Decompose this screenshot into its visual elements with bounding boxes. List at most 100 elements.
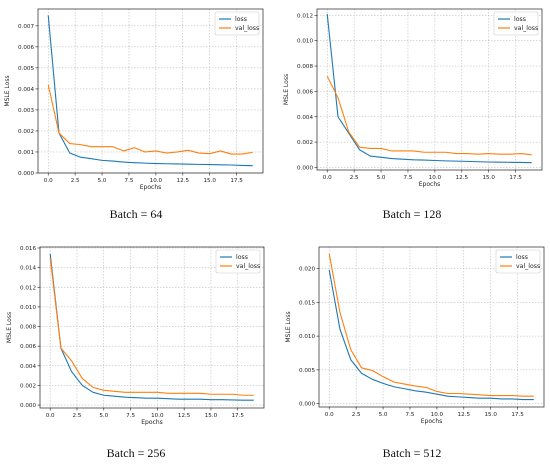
series-line-val-loss bbox=[328, 253, 534, 397]
y-tick-label: 0.012 bbox=[20, 285, 36, 291]
x-tick-label: 7.5 bbox=[125, 178, 134, 184]
x-tick-label: 5.0 bbox=[98, 178, 107, 184]
y-tick-label: 0.004 bbox=[20, 364, 36, 370]
series-line-val-loss bbox=[47, 84, 253, 155]
legend-entry-val-loss: val_loss bbox=[514, 25, 538, 32]
y-tick-label: 0.002 bbox=[18, 129, 34, 135]
y-axis-label: MSLE Loss bbox=[283, 74, 290, 105]
y-tick-label: 0.005 bbox=[18, 66, 34, 72]
x-tick-label: 17.5 bbox=[509, 175, 522, 181]
y-tick-label: 0.008 bbox=[20, 325, 36, 331]
y-tick-label: 0.002 bbox=[297, 140, 313, 146]
x-tick-label: 12.5 bbox=[458, 412, 471, 418]
y-tick-label: 0.000 bbox=[18, 171, 34, 177]
series-line-loss bbox=[47, 15, 253, 167]
x-tick-label: 10.0 bbox=[151, 413, 164, 419]
x-tick-label: 17.5 bbox=[511, 412, 524, 418]
x-tick-label: 2.5 bbox=[71, 178, 80, 184]
y-tick-label: 0.006 bbox=[18, 45, 34, 51]
x-tick-label: 12.5 bbox=[177, 178, 190, 184]
x-axis-label: Epochs bbox=[419, 181, 441, 188]
x-tick-label: 15.0 bbox=[205, 413, 218, 419]
legend-entry-val-loss: val_loss bbox=[236, 263, 260, 270]
series-line-loss bbox=[49, 253, 254, 401]
x-tick-label: 15.0 bbox=[482, 175, 495, 181]
x-tick-label: 7.5 bbox=[406, 412, 415, 418]
x-tick-label: 15.0 bbox=[203, 178, 216, 184]
x-tick-label: 10.0 bbox=[431, 412, 444, 418]
series-line-loss bbox=[326, 14, 532, 164]
x-tick-label: 17.5 bbox=[232, 413, 245, 419]
y-tick-label: 0.010 bbox=[20, 305, 36, 311]
caption-batch-256: Batch = 256 bbox=[106, 446, 166, 460]
plot-frame bbox=[37, 8, 264, 174]
y-tick-label: 0.007 bbox=[18, 24, 34, 30]
x-tick-label: 0.0 bbox=[323, 175, 332, 181]
legend-entry-val-loss: val_loss bbox=[235, 25, 259, 32]
plot-frame bbox=[39, 246, 265, 409]
x-axis-label: Epochs bbox=[140, 184, 162, 191]
x-axis-label: Epochs bbox=[141, 419, 163, 426]
x-tick-label: 17.5 bbox=[230, 178, 243, 184]
legend-box bbox=[495, 249, 541, 274]
x-tick-label: 7.5 bbox=[404, 175, 413, 181]
x-tick-label: 0.0 bbox=[325, 412, 334, 418]
x-tick-label: 10.0 bbox=[429, 175, 442, 181]
x-tick-label: 0.0 bbox=[44, 178, 53, 184]
y-tick-label: 0.016 bbox=[20, 246, 36, 252]
plot-frame bbox=[316, 8, 543, 171]
y-tick-label: 0.006 bbox=[297, 89, 313, 95]
x-tick-label: 5.0 bbox=[377, 175, 386, 181]
y-tick-label: 0.020 bbox=[299, 267, 315, 273]
y-tick-label: 0.015 bbox=[299, 300, 315, 306]
x-tick-label: 5.0 bbox=[379, 412, 388, 418]
legend-box bbox=[493, 11, 539, 36]
y-tick-label: 0.008 bbox=[297, 64, 313, 70]
y-axis-label: MSLE Loss bbox=[6, 312, 13, 343]
y-tick-label: 0.000 bbox=[299, 402, 315, 408]
y-tick-label: 0.006 bbox=[20, 344, 36, 350]
y-tick-label: 0.005 bbox=[299, 368, 315, 374]
legend-entry-loss: loss bbox=[235, 16, 247, 23]
y-tick-label: 0.010 bbox=[297, 39, 313, 45]
x-axis-label: Epochs bbox=[421, 418, 443, 425]
chart-batch-512: 0.0 2.5 5.0 7.5 10.0 12.5 15.0 17.5 0.000 0.005 0.… bbox=[285, 246, 545, 425]
x-tick-label: 2.5 bbox=[352, 412, 361, 418]
plot-frame bbox=[318, 246, 545, 408]
y-axis-label: MSLE Loss bbox=[4, 75, 11, 106]
y-tick-label: 0.010 bbox=[299, 334, 315, 340]
chart-batch-128: 0.0 2.5 5.0 7.5 10.0 12.5 15.0 17.5 0.000 0.002 0.… bbox=[283, 8, 543, 188]
x-tick-label: 5.0 bbox=[99, 413, 108, 419]
series-line-loss bbox=[328, 269, 534, 401]
legend-entry-loss: loss bbox=[236, 254, 248, 261]
x-tick-label: 12.5 bbox=[456, 175, 469, 181]
caption-batch-512: Batch = 512 bbox=[382, 446, 442, 460]
x-tick-label: 2.5 bbox=[73, 413, 82, 419]
y-axis-label: MSLE Loss bbox=[285, 311, 292, 342]
x-tick-label: 15.0 bbox=[484, 412, 497, 418]
legend-entry-loss: loss bbox=[514, 16, 526, 23]
legend-entry-loss: loss bbox=[516, 254, 528, 261]
chart-batch-256: 0.0 2.5 5.0 7.5 10.0 12.5 15.0 17.5 0.000 0.002 0.… bbox=[6, 246, 265, 426]
y-tick-label: 0.004 bbox=[18, 87, 34, 93]
legend-box bbox=[215, 249, 261, 274]
y-tick-label: 0.002 bbox=[20, 383, 36, 389]
y-tick-label: 0.001 bbox=[18, 150, 34, 156]
y-tick-label: 0.000 bbox=[20, 403, 36, 409]
x-tick-label: 7.5 bbox=[126, 413, 135, 419]
x-tick-label: 12.5 bbox=[178, 413, 191, 419]
x-tick-label: 10.0 bbox=[150, 178, 163, 184]
caption-batch-64: Batch = 64 bbox=[109, 207, 163, 221]
y-tick-label: 0.003 bbox=[18, 108, 34, 114]
x-tick-label: 2.5 bbox=[350, 175, 359, 181]
x-tick-label: 0.0 bbox=[46, 413, 55, 419]
y-tick-label: 0.004 bbox=[297, 115, 313, 121]
legend-entry-val-loss: val_loss bbox=[516, 263, 540, 270]
series-line-val-loss bbox=[49, 257, 254, 396]
caption-batch-128: Batch = 128 bbox=[382, 207, 442, 221]
y-tick-label: 0.000 bbox=[297, 165, 313, 171]
chart-batch-64: 0.0 2.5 5.0 7.5 10.0 12.5 15.0 17.5 0.000 0.001 0.… bbox=[4, 8, 264, 191]
y-tick-label: 0.014 bbox=[20, 266, 36, 272]
series-line-val-loss bbox=[326, 75, 532, 156]
y-tick-label: 0.012 bbox=[297, 13, 313, 19]
